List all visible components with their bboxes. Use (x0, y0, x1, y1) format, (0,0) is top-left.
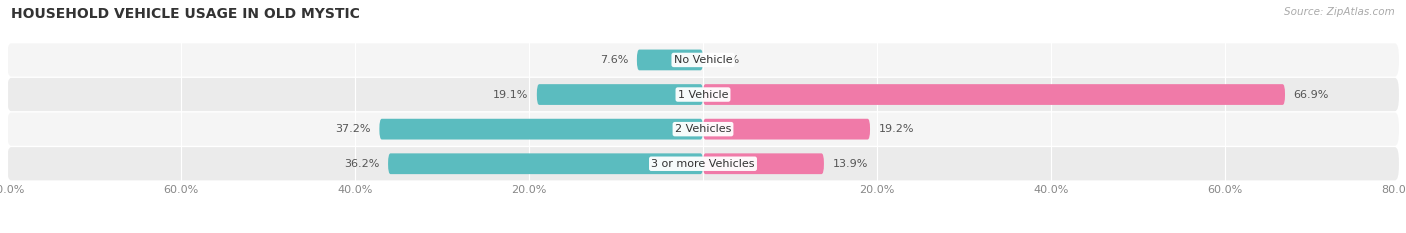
FancyBboxPatch shape (388, 153, 703, 174)
FancyBboxPatch shape (703, 153, 824, 174)
Text: 13.9%: 13.9% (832, 159, 868, 169)
FancyBboxPatch shape (537, 84, 703, 105)
Text: 36.2%: 36.2% (344, 159, 380, 169)
Text: 1 Vehicle: 1 Vehicle (678, 89, 728, 99)
Text: HOUSEHOLD VEHICLE USAGE IN OLD MYSTIC: HOUSEHOLD VEHICLE USAGE IN OLD MYSTIC (11, 7, 360, 21)
Text: 2 Vehicles: 2 Vehicles (675, 124, 731, 134)
FancyBboxPatch shape (380, 119, 703, 140)
Text: 19.1%: 19.1% (492, 89, 529, 99)
Text: 7.6%: 7.6% (600, 55, 628, 65)
FancyBboxPatch shape (637, 50, 703, 70)
FancyBboxPatch shape (703, 84, 1285, 105)
Text: 0.0%: 0.0% (711, 55, 740, 65)
Text: No Vehicle: No Vehicle (673, 55, 733, 65)
Text: 3 or more Vehicles: 3 or more Vehicles (651, 159, 755, 169)
FancyBboxPatch shape (7, 113, 1399, 146)
Text: Source: ZipAtlas.com: Source: ZipAtlas.com (1284, 7, 1395, 17)
Text: 66.9%: 66.9% (1294, 89, 1329, 99)
FancyBboxPatch shape (7, 147, 1399, 180)
Text: 37.2%: 37.2% (335, 124, 371, 134)
FancyBboxPatch shape (7, 78, 1399, 111)
FancyBboxPatch shape (7, 43, 1399, 77)
Text: 19.2%: 19.2% (879, 124, 914, 134)
FancyBboxPatch shape (703, 119, 870, 140)
